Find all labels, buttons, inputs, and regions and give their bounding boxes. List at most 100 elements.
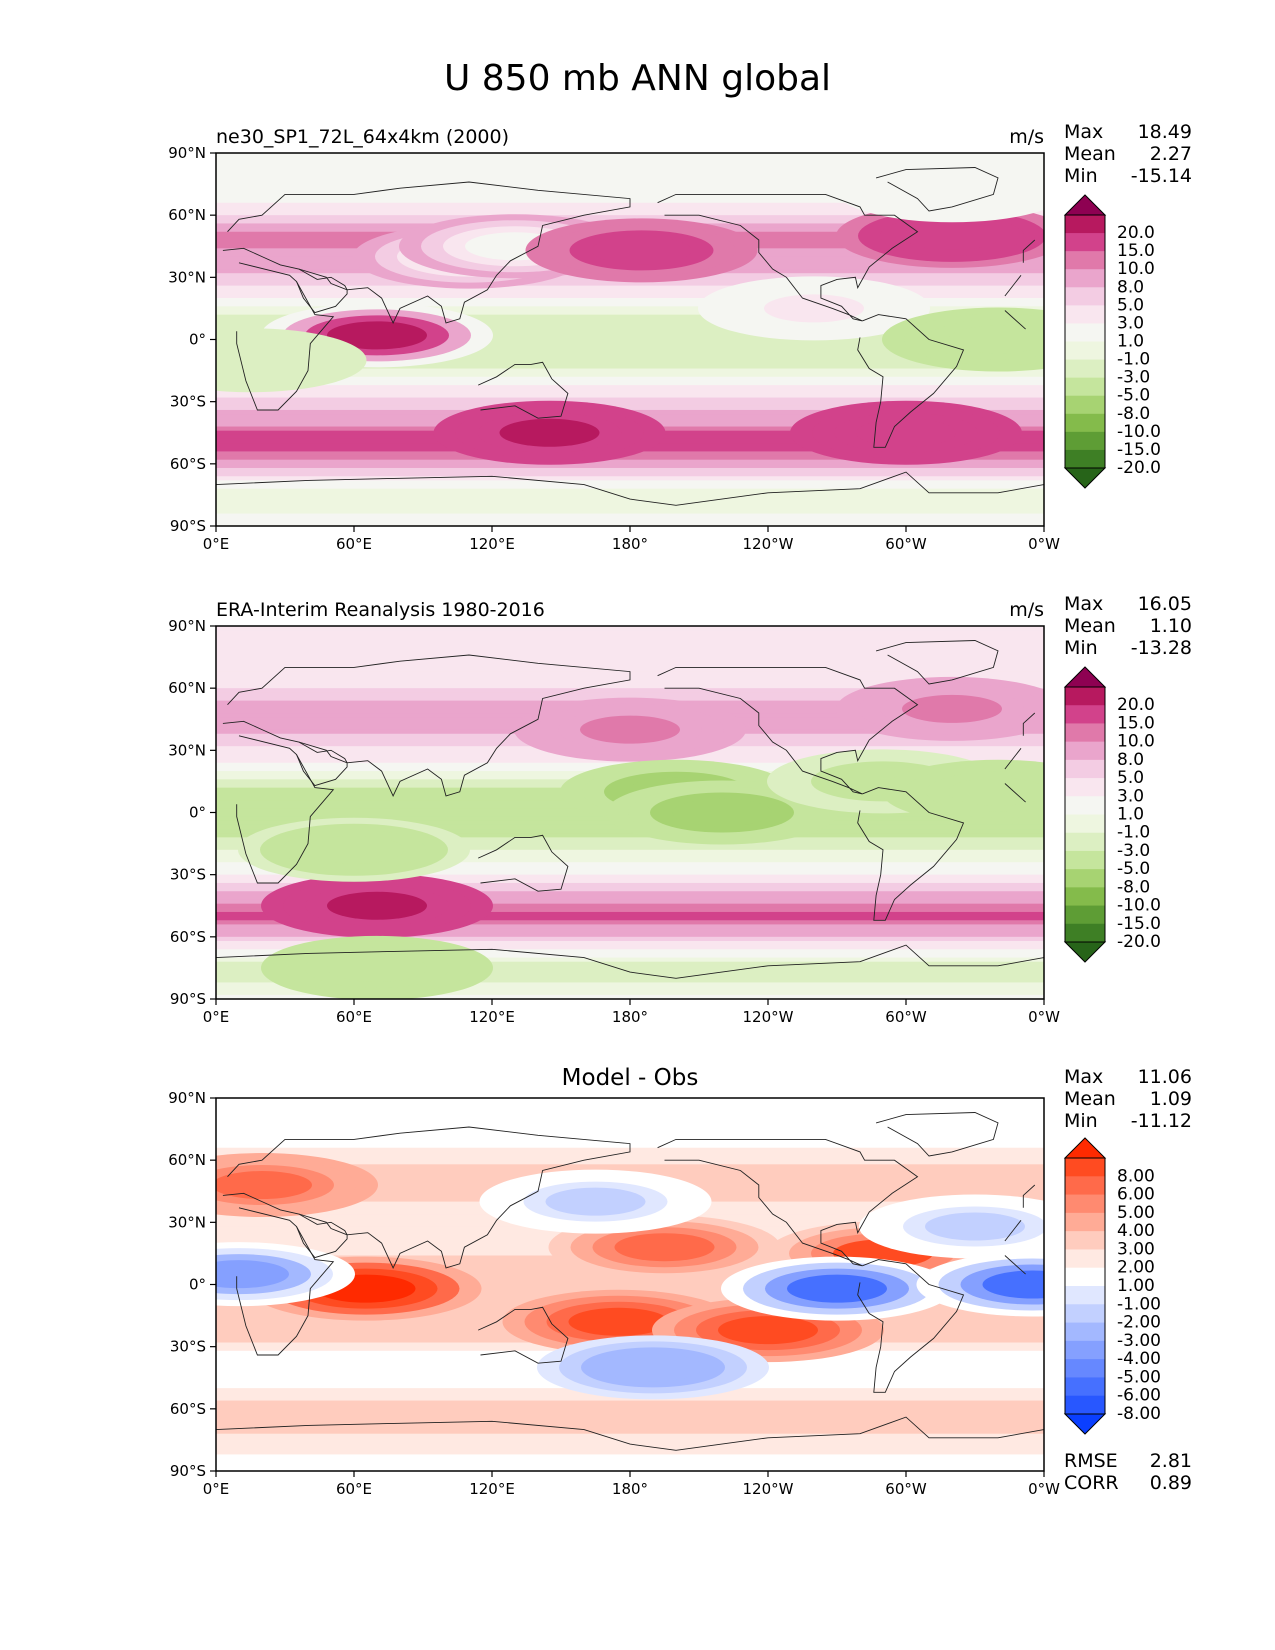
contour-band	[216, 322, 1044, 328]
contour-band	[216, 655, 1044, 660]
contour-feature	[948, 325, 1044, 354]
colorbar-level-label: -2.00	[1117, 1313, 1161, 1333]
contour-feature	[902, 694, 1002, 723]
colorbar-level-label: -8.0	[1117, 404, 1150, 424]
panel-title: Model - Obs	[561, 1065, 699, 1091]
contour-band	[216, 837, 1044, 843]
y-tick-label: 0°	[189, 804, 206, 822]
contour-band	[216, 1280, 1044, 1285]
colorbar-swatch	[1065, 1322, 1105, 1342]
colorbar-swatch	[1065, 1176, 1105, 1196]
colorbar-level-label: 5.00	[1117, 1203, 1155, 1223]
contour-band	[216, 501, 1044, 506]
colorbar-level-label: 4.00	[1117, 1221, 1155, 1241]
y-tick-label: 90°N	[168, 144, 206, 162]
x-tick-label: 60°W	[885, 1008, 927, 1026]
contour-band	[216, 630, 1044, 635]
contour-band	[216, 1408, 1044, 1414]
contour-feature	[580, 715, 680, 744]
contour-band	[216, 866, 1044, 872]
x-tick-label: 60°W	[885, 535, 927, 553]
colorbar-level-label: -20.0	[1117, 932, 1161, 952]
contour-band	[216, 327, 1044, 332]
contour-band	[216, 858, 1044, 863]
colorbar-swatch	[1065, 251, 1105, 270]
contour-band	[216, 161, 1044, 166]
contour-band	[216, 899, 1044, 905]
y-tick-label: 30°N	[168, 1213, 206, 1231]
colorbar-level-label: -6.00	[1117, 1386, 1161, 1406]
x-tick-label: 0°E	[203, 535, 230, 553]
contour-band	[216, 492, 1044, 498]
contour-band	[216, 1151, 1044, 1157]
coastline-africa	[1004, 748, 1022, 770]
contour-band	[216, 405, 1044, 411]
colorbar-swatch	[1065, 796, 1105, 815]
contour-band	[216, 1421, 1044, 1426]
contour-band	[216, 957, 1044, 963]
contour-feature	[216, 1171, 312, 1200]
contour-band	[216, 372, 1044, 378]
contour-band	[216, 505, 1044, 510]
x-tick-label: 120°E	[469, 1008, 515, 1026]
coastline-europe_asia	[1022, 239, 1036, 263]
contour-band	[216, 517, 1044, 523]
contour-band	[216, 907, 1044, 913]
x-tick-label: 60°E	[336, 1008, 372, 1026]
contour-band	[216, 314, 1044, 320]
contour-band	[216, 965, 1044, 971]
contour-feature	[327, 321, 427, 350]
colorbar-level-label: 8.00	[1117, 1166, 1155, 1186]
x-tick-label: 180°	[612, 1480, 648, 1498]
colorbar-swatch	[1065, 413, 1105, 433]
contour-band	[216, 1156, 1044, 1161]
stat-corr-value: 0.89	[1149, 1472, 1192, 1494]
coastline-arabia	[296, 1213, 348, 1259]
stat-corr-label: CORR	[1064, 1472, 1119, 1494]
coastline-antarctica	[216, 944, 1044, 979]
x-tick-label: 0°W	[1028, 1008, 1060, 1026]
coastline-australia	[478, 834, 569, 892]
contour-band	[216, 521, 1044, 526]
colorbar-swatch	[1065, 449, 1105, 469]
contour-band	[216, 1114, 1044, 1120]
contour-band	[216, 298, 1044, 303]
colorbar-level-label: 8.0	[1117, 277, 1144, 297]
colorbar-swatch	[1065, 887, 1105, 907]
contour-feature	[603, 1353, 703, 1382]
contour-band	[216, 870, 1044, 876]
colorbar-level-label: -15.0	[1117, 440, 1161, 460]
colorbar-swatch	[1065, 814, 1105, 834]
contour-band	[216, 911, 1044, 917]
y-tick-label: 60°S	[170, 455, 206, 473]
contour-band	[216, 467, 1044, 473]
colorbar-level-label: -3.0	[1117, 368, 1150, 388]
contour-band	[216, 903, 1044, 909]
units-label: m/s	[1009, 599, 1044, 621]
x-tick-label: 60°E	[336, 1480, 372, 1498]
contour-band	[216, 924, 1044, 930]
contour-band	[216, 667, 1044, 673]
contour-feature	[499, 418, 600, 447]
contour-feature	[591, 236, 692, 265]
contour-band	[216, 1168, 1044, 1174]
contour-feature	[718, 1316, 818, 1345]
contour-feature	[902, 221, 1002, 250]
y-tick-label: 30°N	[168, 741, 206, 759]
coastline-south_america	[857, 787, 965, 921]
stat-max-value: 18.49	[1137, 121, 1192, 143]
colorbar-swatch	[1065, 233, 1105, 252]
stat-min-value: -15.14	[1130, 165, 1192, 187]
x-tick-label: 120°E	[469, 535, 515, 553]
contour-band	[216, 186, 1044, 191]
contour-band	[216, 986, 1044, 992]
contour-band	[216, 692, 1044, 697]
colorbar-level-label: -5.0	[1117, 386, 1150, 406]
y-tick-label: 0°	[189, 331, 206, 349]
colorbar-level-label: -5.00	[1117, 1367, 1161, 1387]
colorbar-level-label: -5.0	[1117, 859, 1150, 879]
contour-band	[216, 920, 1044, 925]
coastline-europe_asia	[1022, 712, 1036, 736]
map-panel-3: 90°N 60°N 30°N 0° 30°S 60°S 90°S0°E 60°E 120°E 18…	[168, 1089, 1161, 1498]
contour-band	[216, 1417, 1044, 1422]
